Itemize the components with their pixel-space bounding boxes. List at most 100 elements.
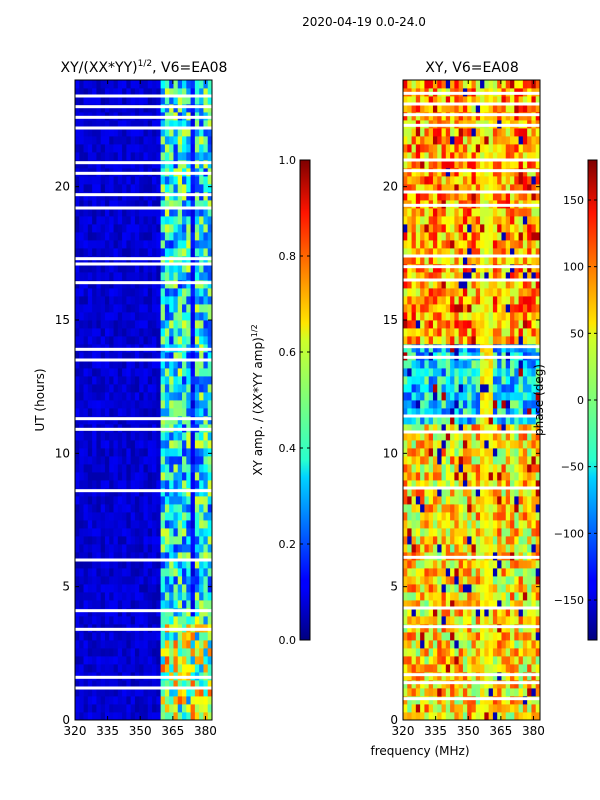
heatmap-cell (79, 296, 84, 305)
heatmap-cell (203, 392, 209, 401)
heatmap-cell (480, 496, 485, 505)
heatmap-cell (134, 544, 140, 553)
heatmap-cell (522, 160, 528, 169)
heatmap-cell (432, 472, 438, 481)
heatmap-cell (441, 136, 447, 145)
heatmap-cell (75, 512, 80, 521)
heatmap-cell (458, 192, 464, 201)
heatmap-cell (182, 304, 187, 313)
heatmap-cell (109, 696, 114, 705)
heatmap-cell (458, 368, 464, 377)
heatmap-cell (501, 480, 507, 489)
heatmap-cell (424, 240, 430, 249)
heatmap-cell (104, 376, 110, 385)
heatmap-cell (407, 264, 412, 273)
heatmap-cell (420, 136, 425, 145)
heatmap-cell (420, 448, 425, 457)
heatmap-cell (104, 160, 110, 169)
heatmap-cell (177, 648, 183, 657)
heatmap-cell (514, 688, 519, 697)
heatmap-cell (207, 656, 213, 665)
heatmap-cell (194, 616, 200, 625)
heatmap-cell (403, 528, 408, 537)
heatmap-cell (100, 232, 106, 241)
heatmap-cell (177, 392, 183, 401)
heatmap-cell (527, 600, 532, 609)
heatmap-cell (126, 320, 132, 329)
panel1-frame (74, 79, 213, 721)
heatmap-cell (117, 504, 123, 513)
heatmap-cell (182, 88, 187, 97)
y-tick-label: 0 (62, 713, 70, 727)
heatmap-cell (441, 312, 447, 321)
heatmap-cell (190, 600, 196, 609)
heatmap-cell (527, 248, 532, 257)
heatmap-cell (130, 464, 136, 473)
heatmap-cell (458, 648, 464, 657)
heatmap-cell (407, 384, 412, 393)
heatmap-cell (522, 376, 528, 385)
heatmap-cell (130, 288, 136, 297)
heatmap-cell (169, 688, 174, 697)
heatmap-cell (143, 496, 149, 505)
heatmap-cell (510, 360, 515, 369)
heatmap-cell (522, 224, 528, 233)
heatmap-cell (531, 480, 537, 489)
heatmap-cell (445, 576, 451, 585)
heatmap-cell (113, 592, 119, 601)
heatmap-cell (522, 632, 528, 641)
heatmap-cell (492, 272, 498, 281)
heatmap-cell (122, 592, 127, 601)
heatmap-cell (203, 664, 209, 673)
heatmap-cell (501, 384, 507, 393)
heatmap-cell (488, 272, 494, 281)
heatmap-cell (113, 240, 119, 249)
heatmap-cell (432, 296, 438, 305)
heatmap-cell (96, 568, 102, 577)
heatmap-cell (432, 320, 438, 329)
heatmap-cell (531, 448, 537, 457)
heatmap-cell (113, 472, 119, 481)
heatmap-cell (403, 544, 408, 553)
heatmap-cell (484, 680, 490, 689)
heatmap-cell (160, 128, 166, 137)
heatmap-cell (411, 440, 417, 449)
heatmap-cell (492, 456, 498, 465)
heatmap-cell (186, 696, 191, 705)
heatmap-cell (156, 296, 162, 305)
heatmap-cell (535, 208, 541, 217)
heatmap-cell (415, 608, 421, 617)
heatmap-cell (492, 424, 498, 433)
heatmap-cell (87, 592, 93, 601)
heatmap-cell (535, 712, 541, 721)
heatmap-cell (160, 536, 166, 545)
heatmap-cell (458, 536, 464, 545)
heatmap-cell (207, 200, 213, 209)
heatmap-cell (160, 656, 166, 665)
heatmap-cell (152, 432, 157, 441)
heatmap-cell (143, 656, 149, 665)
heatmap-cell (117, 400, 123, 409)
heatmap-cell (104, 488, 110, 497)
heatmap-cell (441, 264, 447, 273)
heatmap-cell (424, 592, 430, 601)
heatmap-cell (207, 176, 213, 185)
heatmap-cell (428, 600, 434, 609)
heatmap-cell (458, 424, 464, 433)
heatmap-cell (441, 592, 447, 601)
heatmap-cell (471, 592, 477, 601)
heatmap-cell (79, 144, 84, 153)
heatmap-cell (488, 616, 494, 625)
heatmap-cell (411, 424, 417, 433)
heatmap-cell (87, 192, 93, 201)
heatmap-cell (177, 328, 183, 337)
heatmap-cell (450, 208, 455, 217)
heatmap-cell (432, 584, 438, 593)
heatmap-cell (492, 152, 498, 161)
heatmap-cell (505, 712, 511, 721)
heatmap-cell (117, 208, 123, 217)
heatmap-cell (424, 312, 430, 321)
heatmap-cell (147, 376, 153, 385)
heatmap-cell (173, 664, 179, 673)
heatmap-cell (475, 128, 481, 137)
